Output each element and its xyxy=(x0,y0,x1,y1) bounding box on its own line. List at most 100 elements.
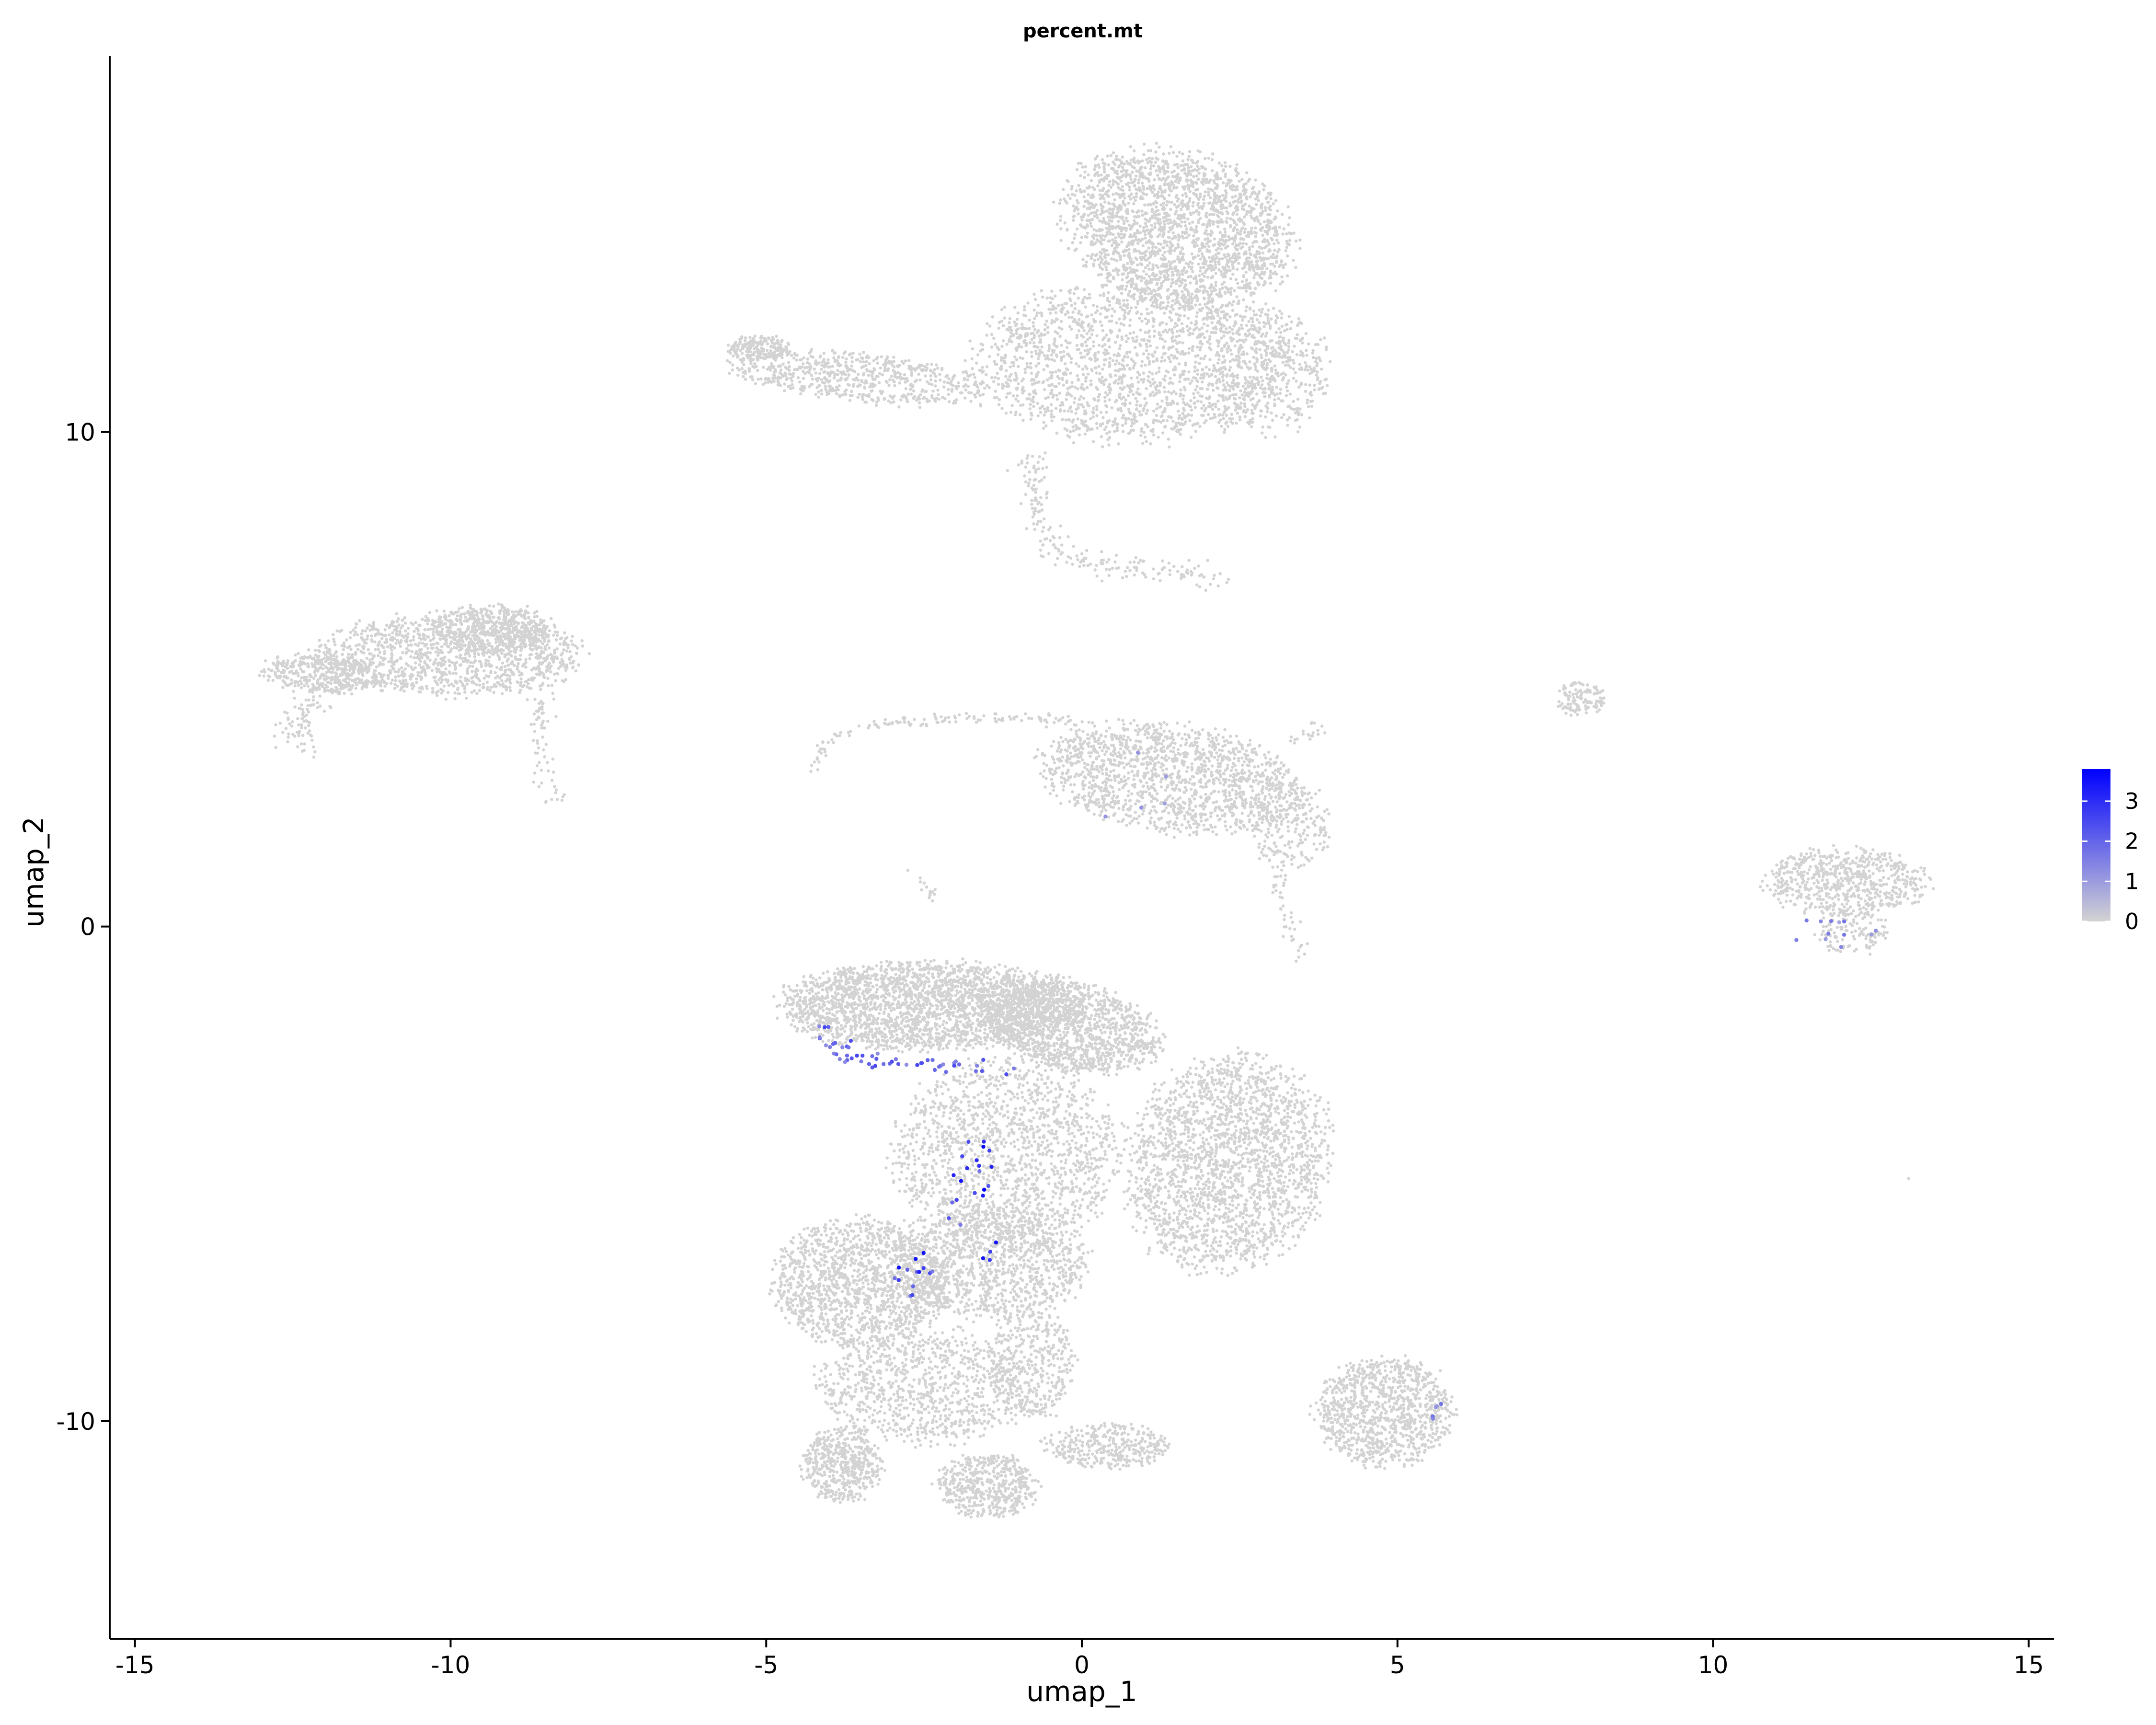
high-mt-point xyxy=(974,1069,978,1073)
point-cluster-1 xyxy=(963,277,1295,449)
high-mt-point xyxy=(975,1158,979,1162)
high-mt-point xyxy=(1162,801,1167,806)
high-mt-point xyxy=(1839,945,1843,949)
high-mt-point xyxy=(987,1149,992,1153)
x-axis-title: umap_1 xyxy=(1026,1675,1137,1708)
high-mt-point xyxy=(953,1059,958,1064)
high-mt-point xyxy=(911,1284,916,1288)
high-mt-point xyxy=(989,1164,994,1169)
high-mt-point xyxy=(930,1058,935,1062)
high-mt-point xyxy=(896,1278,901,1282)
point-cluster-16 xyxy=(1557,681,1606,717)
high-mt-point xyxy=(1869,932,1874,937)
high-mt-point xyxy=(941,1062,945,1067)
high-mt-point xyxy=(915,1063,919,1067)
high-mt-point xyxy=(1829,919,1834,923)
high-mt-point xyxy=(843,1060,847,1064)
high-mt-point xyxy=(1804,918,1809,923)
high-mt-point xyxy=(950,1200,954,1205)
high-mt-point xyxy=(831,1042,836,1046)
high-mt-point xyxy=(930,1269,935,1274)
high-mt-point xyxy=(973,1191,977,1195)
high-mt-point xyxy=(977,1163,981,1168)
high-mt-point xyxy=(904,1062,909,1067)
high-mt-point xyxy=(1434,1405,1438,1410)
high-mt-point xyxy=(890,1059,894,1064)
point-cluster-15 xyxy=(1289,721,1327,745)
scatter-points xyxy=(258,141,1935,1519)
high-mt-point xyxy=(981,1256,986,1261)
point-cluster-5 xyxy=(1006,451,1230,592)
high-mt-point xyxy=(1004,1072,1009,1077)
high-mt-point xyxy=(954,1197,959,1202)
high-mt-point xyxy=(1837,920,1841,924)
high-mt-point xyxy=(986,1184,991,1188)
point-cluster-19 xyxy=(906,869,937,903)
point-cluster-0 xyxy=(1052,141,1302,314)
high-mt-point xyxy=(1139,805,1144,810)
high-mt-point xyxy=(817,1035,822,1040)
x-tick-label: -15 xyxy=(115,1651,155,1679)
x-tick-label: 0 xyxy=(1074,1651,1089,1679)
high-mt-point xyxy=(957,1062,962,1067)
point-cluster-4 xyxy=(726,334,791,362)
point-cluster-2 xyxy=(1210,302,1332,439)
high-mt-point xyxy=(849,1056,854,1060)
point-cluster-22 xyxy=(1115,1046,1335,1277)
high-mt-point xyxy=(1842,932,1846,937)
x-tick-label: 15 xyxy=(2013,1651,2044,1679)
point-cluster-8 xyxy=(429,602,557,657)
point-cluster-14 xyxy=(1258,851,1309,963)
high-mt-point xyxy=(867,1062,872,1066)
high-mt-point xyxy=(859,1059,863,1064)
y-tick-label: -10 xyxy=(56,1408,95,1436)
high-mt-point xyxy=(981,1144,986,1149)
high-mt-point xyxy=(826,1025,831,1029)
high-mt-point xyxy=(1794,938,1799,943)
y-axis-ticks: -10 0 10 xyxy=(56,418,110,1436)
high-mt-point xyxy=(952,1063,956,1068)
high-mt-point xyxy=(1439,1402,1444,1406)
high-mt-point xyxy=(875,1051,880,1056)
high-mt-point xyxy=(982,1187,986,1192)
high-mt-point xyxy=(1103,814,1108,819)
high-mt-point xyxy=(870,1054,874,1058)
high-mt-point xyxy=(944,1070,948,1074)
chart-title: percent.mt xyxy=(1023,20,1143,42)
high-mt-point xyxy=(921,1251,926,1255)
y-axis-title: umap_2 xyxy=(17,816,50,928)
high-mt-point xyxy=(919,1061,924,1065)
high-mt-point xyxy=(910,1293,915,1298)
point-cluster-11 xyxy=(809,712,1084,773)
high-mt-point xyxy=(860,1053,865,1058)
high-mt-point xyxy=(966,1139,971,1144)
high-mt-point xyxy=(926,1058,930,1062)
colorbar-tick-label: 3 xyxy=(2125,788,2139,814)
colorbar-gradient xyxy=(2082,769,2110,921)
x-tick-label: 5 xyxy=(1390,1651,1405,1679)
high-mt-point xyxy=(1823,937,1828,942)
high-mt-point xyxy=(958,1222,963,1227)
high-mt-point xyxy=(845,1053,849,1058)
point-cluster-21 xyxy=(973,972,1167,1077)
high-mt-point xyxy=(1135,750,1140,755)
high-mt-point xyxy=(1819,919,1823,924)
high-mt-point xyxy=(913,1257,918,1261)
point-cluster-9 xyxy=(273,687,333,759)
high-mt-point xyxy=(847,1045,851,1050)
high-mt-point xyxy=(975,1063,979,1068)
high-mt-point xyxy=(981,1058,986,1062)
high-mt-point xyxy=(896,1062,901,1066)
high-mt-point xyxy=(987,1258,992,1262)
point-cluster-25 xyxy=(883,1203,1094,1324)
high-mt-point xyxy=(840,1045,845,1049)
high-mt-point xyxy=(822,1025,827,1029)
high-mt-point xyxy=(855,1053,859,1058)
x-tick-label: 10 xyxy=(1698,1651,1729,1679)
point-cluster-28 xyxy=(930,1453,1043,1519)
high-mt-point xyxy=(977,1169,982,1173)
colorbar-legend: 0 1 2 3 xyxy=(2082,769,2139,934)
high-mt-point xyxy=(849,1039,853,1043)
high-mt-point xyxy=(817,1024,822,1029)
